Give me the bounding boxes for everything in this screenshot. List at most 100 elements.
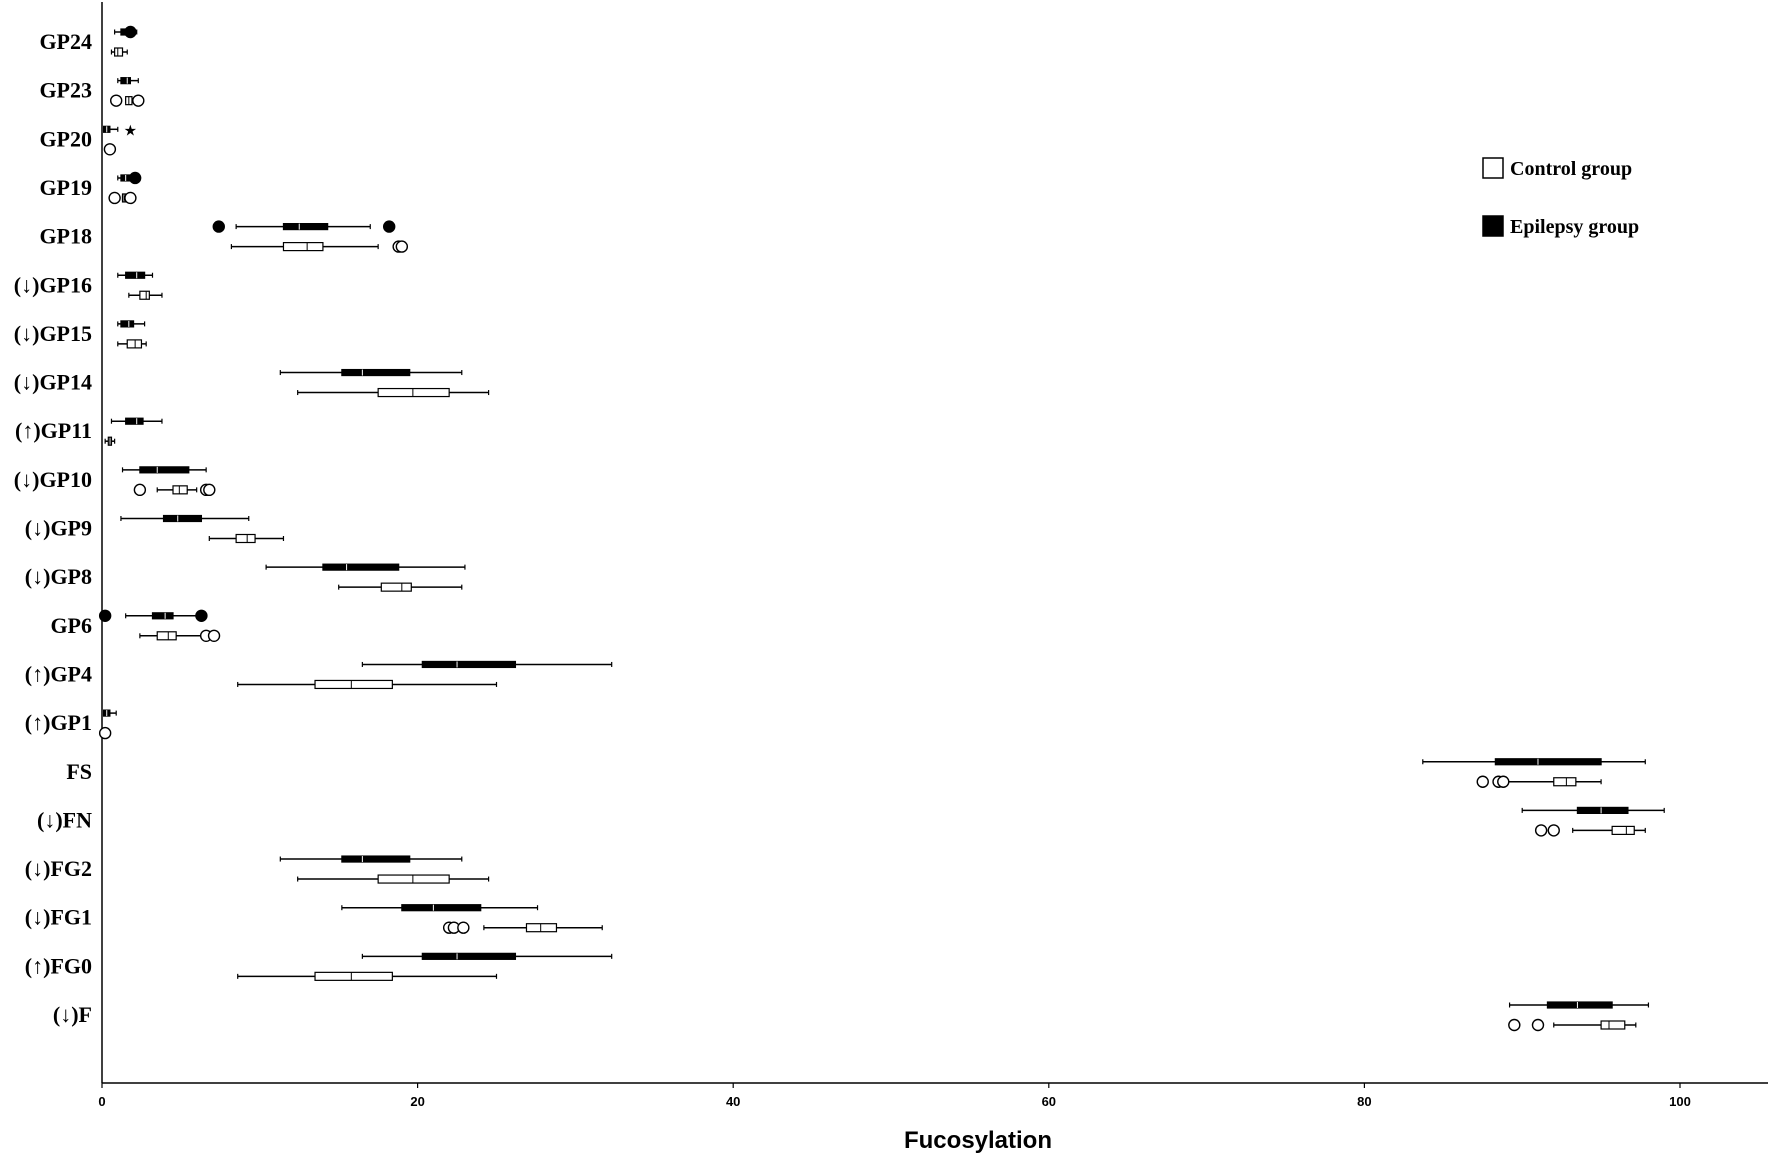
box-iqr [126,339,143,349]
box-iqr [139,290,150,300]
box [1534,824,1646,837]
category-label: FS [66,759,92,784]
box [121,466,207,474]
box-iqr [1576,806,1629,815]
x-tick-label: 20 [410,1094,424,1109]
box [110,417,163,425]
box-iqr [156,631,177,641]
box-iqr [139,466,190,474]
box [128,290,163,300]
box-iqr [322,563,400,571]
box-series: ★ [98,25,1665,1032]
outlier-point [1508,1018,1521,1032]
box-iqr [235,533,256,544]
category-label: (↑)GP11 [15,418,92,443]
box [1521,806,1665,815]
box-iqr [1553,777,1577,787]
box [110,47,128,57]
box [361,952,613,960]
box [103,143,117,156]
x-tick-label: 40 [726,1094,740,1109]
outlier-point [1497,775,1510,788]
box [108,191,137,205]
box [117,339,147,349]
box [1422,758,1646,766]
category-label: (↓)FG1 [25,905,92,930]
outlier-point [212,220,225,233]
box [117,171,142,185]
outlier-point [128,171,142,185]
category-label: (↓)GP16 [14,272,92,297]
box [117,271,154,279]
box [338,582,463,592]
legend-label: Epilepsy group [1510,216,1639,238]
category-label: GP23 [39,78,92,103]
category-label: GP20 [39,126,92,151]
extreme-marker: ★ [124,121,137,139]
box [237,971,498,981]
box [114,25,138,39]
x-tick-label: 0 [98,1094,105,1109]
outlier-point [1534,824,1548,837]
box [1508,1018,1637,1032]
box [230,240,409,253]
outlier-point [124,191,137,205]
box-iqr [421,952,517,960]
axes: 0 20 40 60 80 100 [98,2,1768,1109]
box [133,483,216,497]
box-iqr [1546,1001,1613,1009]
box-iqr [314,679,393,690]
outlier-point [103,143,117,156]
box-iqr [1494,758,1602,766]
outlier-point [457,921,470,934]
legend-swatch [1482,215,1504,237]
box [265,563,466,571]
box-iqr [282,242,324,252]
box [104,436,116,446]
category-label: (↓)GP14 [14,370,92,395]
legend: Control group Epilepsy group [1482,157,1639,238]
box [102,709,117,717]
box [279,368,463,377]
category-label: GP6 [50,613,92,638]
category-label: (↓)GP10 [14,467,92,492]
outlier-point [395,240,409,253]
box-iqr [401,904,482,912]
box [297,874,490,884]
x-tick-label: 80 [1357,1094,1371,1109]
category-label: (↑)FG0 [25,953,92,978]
box-iqr [380,582,412,592]
x-axis-title: Fucosylation [904,1127,1052,1154]
control-series [98,47,1646,1032]
category-label: (↓)GP15 [14,321,92,346]
box-iqr [1611,825,1635,836]
box-iqr [120,320,135,328]
category-label: (↓)F [53,1002,92,1027]
box-iqr [114,47,124,57]
outlier-point [110,94,123,107]
box [98,726,112,740]
category-label: GP19 [39,175,92,200]
legend-swatch [1482,157,1504,179]
box [279,855,463,863]
box [117,77,139,85]
box-iqr [341,855,411,863]
legend-label: Control group [1510,158,1632,180]
outlier-point [98,726,112,740]
box-iqr [421,660,517,669]
box: ★ [102,121,137,139]
box-iqr [314,971,393,981]
box [237,679,498,690]
box-iqr [1600,1020,1626,1030]
x-tick-label: 60 [1042,1094,1056,1109]
outlier-point [203,483,216,497]
box-iqr [172,485,188,495]
box-iqr [162,514,203,523]
box [442,921,603,934]
outlier-point [1476,775,1489,788]
x-tick-label: 100 [1669,1094,1691,1109]
box-iqr [151,612,174,620]
box [139,629,221,642]
